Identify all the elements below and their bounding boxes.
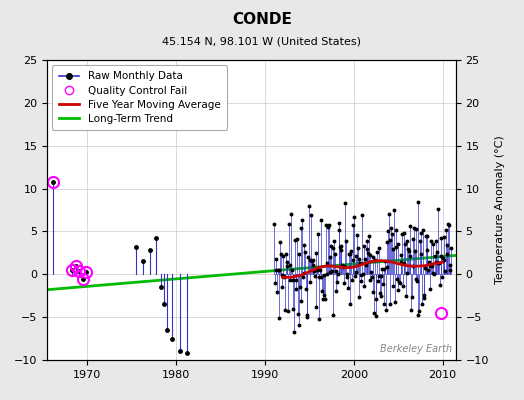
Text: Berkeley Earth: Berkeley Earth (380, 344, 452, 354)
Legend: Raw Monthly Data, Quality Control Fail, Five Year Moving Average, Long-Term Tren: Raw Monthly Data, Quality Control Fail, … (52, 65, 227, 130)
Text: CONDE: CONDE (232, 12, 292, 27)
Y-axis label: Temperature Anomaly (°C): Temperature Anomaly (°C) (495, 136, 505, 284)
Text: 45.154 N, 98.101 W (United States): 45.154 N, 98.101 W (United States) (162, 36, 362, 46)
